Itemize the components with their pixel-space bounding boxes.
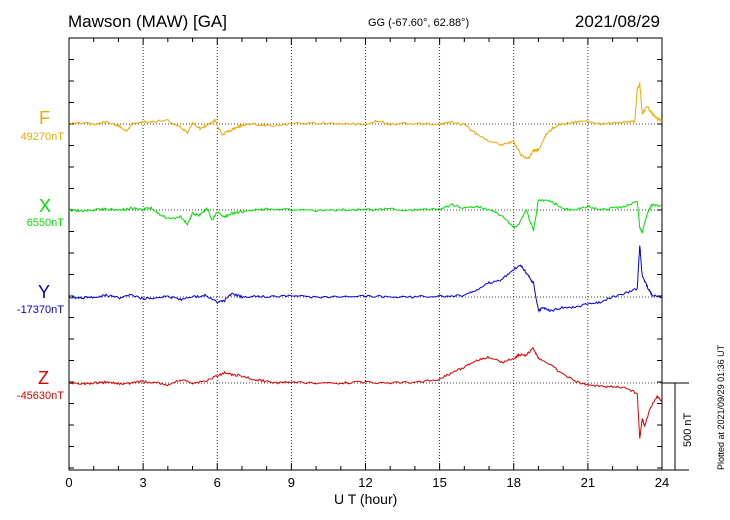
plotted-timestamp: Plotted at 2021/09/29 01:36 UT: [716, 344, 726, 470]
series-line-x: [68, 198, 663, 234]
x-tick-label: 9: [287, 475, 295, 490]
x-tick-label: 15: [432, 475, 447, 490]
x-tick-label: 12: [358, 475, 373, 490]
channel-baseline-y: -17370nT: [16, 304, 64, 316]
x-tick-label: 21: [580, 475, 596, 490]
x-tick-label: 18: [506, 475, 521, 490]
channel-baseline-z: -45630nT: [16, 390, 64, 402]
x-tick-label: 24: [654, 475, 670, 490]
x-axis-label: U T (hour): [334, 491, 398, 507]
series-line-f: [68, 81, 663, 160]
x-tick-label: 6: [213, 475, 221, 490]
channel-letter-y: Y: [38, 282, 51, 302]
x-tick-label: 3: [139, 475, 147, 490]
series-line-y: [68, 245, 663, 313]
date-label: 2021/08/29: [574, 12, 660, 31]
channel-letter-f: F: [39, 108, 50, 128]
coordinates-label: GG (-67.60°, 62.88°): [368, 17, 470, 29]
x-tick-label: 0: [65, 475, 73, 490]
series-line-z: [68, 347, 663, 439]
station-title: Mawson (MAW) [GA]: [68, 12, 227, 31]
channel-letter-x: X: [39, 196, 52, 216]
channel-letter-z: Z: [38, 368, 49, 388]
channel-baseline-x: 6550nT: [26, 217, 64, 229]
channel-baseline-f: 49270nT: [20, 131, 64, 143]
scale-bar-label: 500 nT: [682, 412, 694, 447]
